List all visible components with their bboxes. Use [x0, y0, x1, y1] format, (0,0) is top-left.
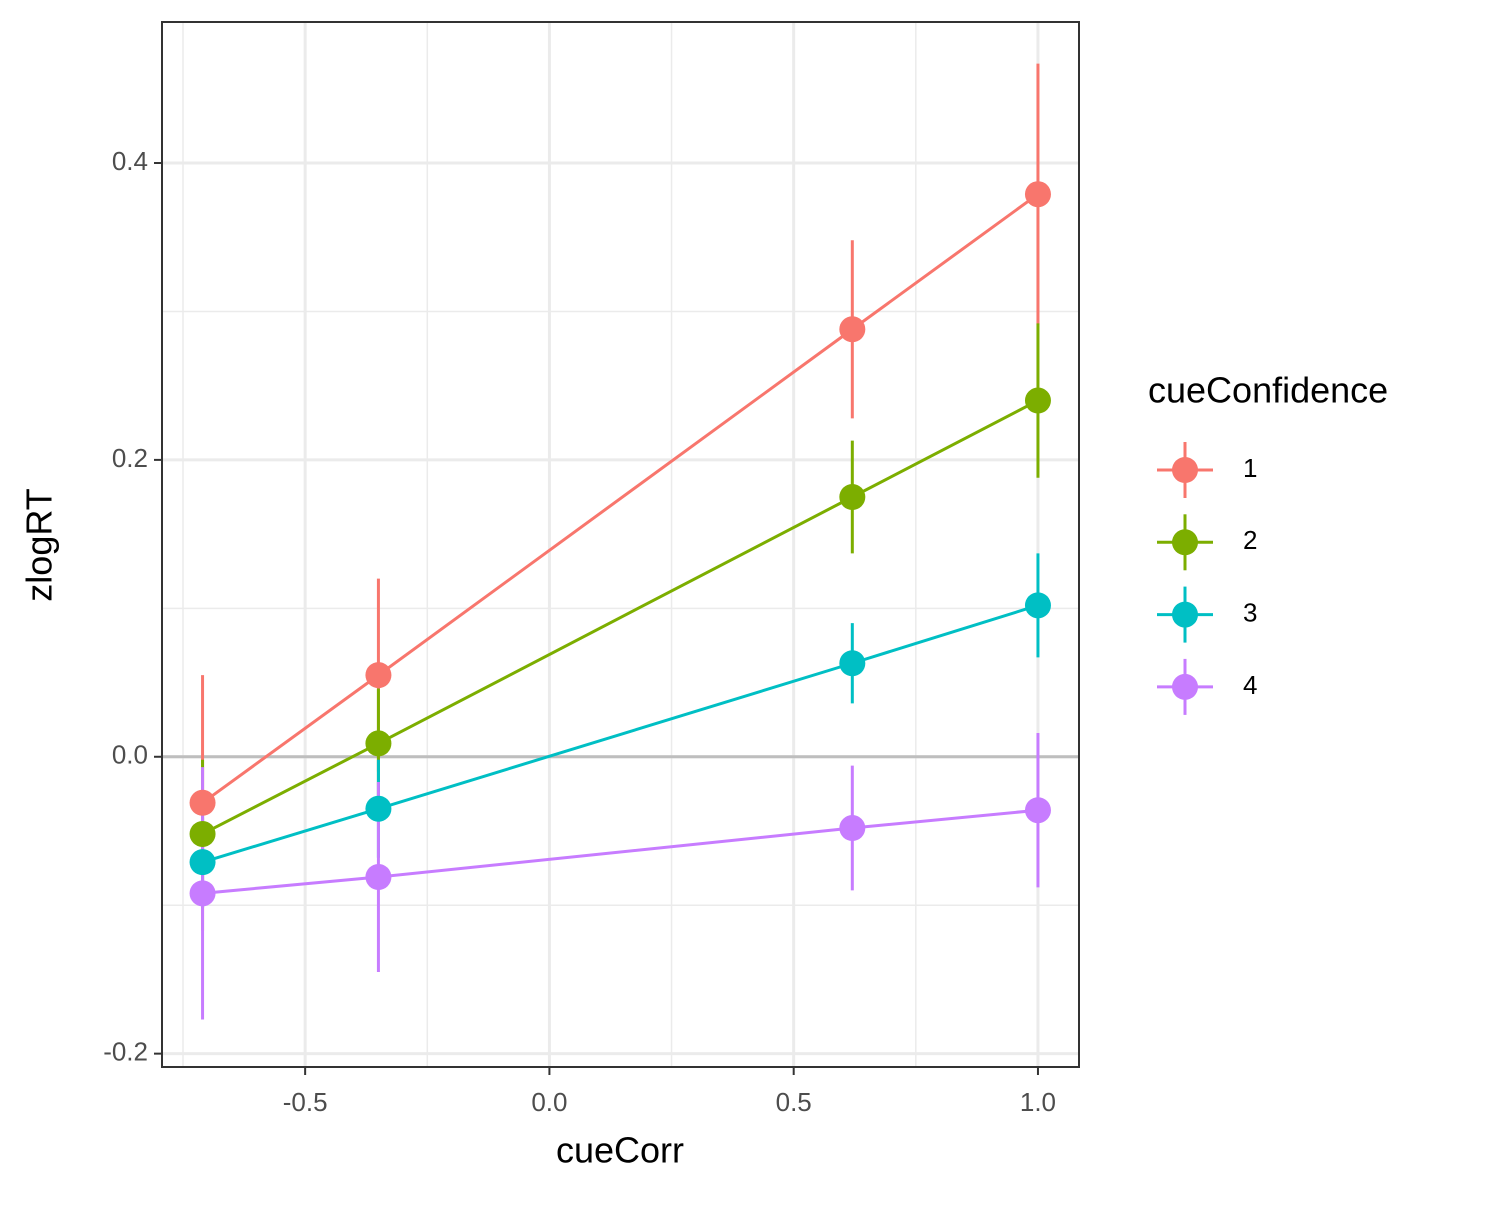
data-point: [365, 662, 392, 689]
legend-key-point: [1172, 529, 1198, 556]
legend-label: 3: [1243, 597, 1257, 627]
data-point: [1024, 181, 1051, 208]
data-point: [189, 880, 216, 907]
data-point: [365, 795, 392, 822]
series-line: [202, 808, 1039, 895]
data-point: [365, 864, 392, 890]
data-point: [189, 789, 216, 816]
data-point: [1024, 797, 1051, 824]
x-tick-label: 0.5: [776, 1087, 812, 1117]
x-axis-title: cueCorr: [556, 1130, 684, 1171]
data-point: [839, 650, 866, 677]
x-tick-label: 0.0: [531, 1087, 567, 1117]
legend-key-point: [1172, 673, 1198, 700]
data-point: [365, 730, 392, 757]
series-line: [202, 603, 1039, 864]
data-point: [189, 820, 216, 847]
data-point: [1024, 592, 1051, 619]
series-line: [201, 399, 1039, 836]
y-tick-label: 0.2: [112, 443, 148, 473]
y-tick-label: 0.4: [112, 146, 148, 176]
series-line: [201, 192, 1039, 804]
y-tick-label: 0.0: [112, 740, 148, 770]
data-point: [839, 484, 866, 510]
data-point: [1024, 387, 1051, 414]
legend-label: 1: [1243, 453, 1257, 483]
data-point: [839, 316, 866, 343]
legend-label: 2: [1243, 525, 1257, 555]
x-tick-label: 1.0: [1020, 1087, 1056, 1117]
y-tick-label: -0.2: [103, 1037, 148, 1067]
legend-key-point: [1172, 457, 1198, 483]
legend-title: cueConfidence: [1148, 370, 1388, 411]
legend-label: 4: [1243, 670, 1257, 700]
y-axis-title: zlogRT: [19, 488, 60, 601]
panel-border: [161, 21, 1080, 1068]
data-point: [189, 849, 216, 876]
data-point: [839, 815, 866, 842]
legend-key-point: [1172, 601, 1198, 628]
x-tick-label: -0.5: [283, 1087, 328, 1117]
